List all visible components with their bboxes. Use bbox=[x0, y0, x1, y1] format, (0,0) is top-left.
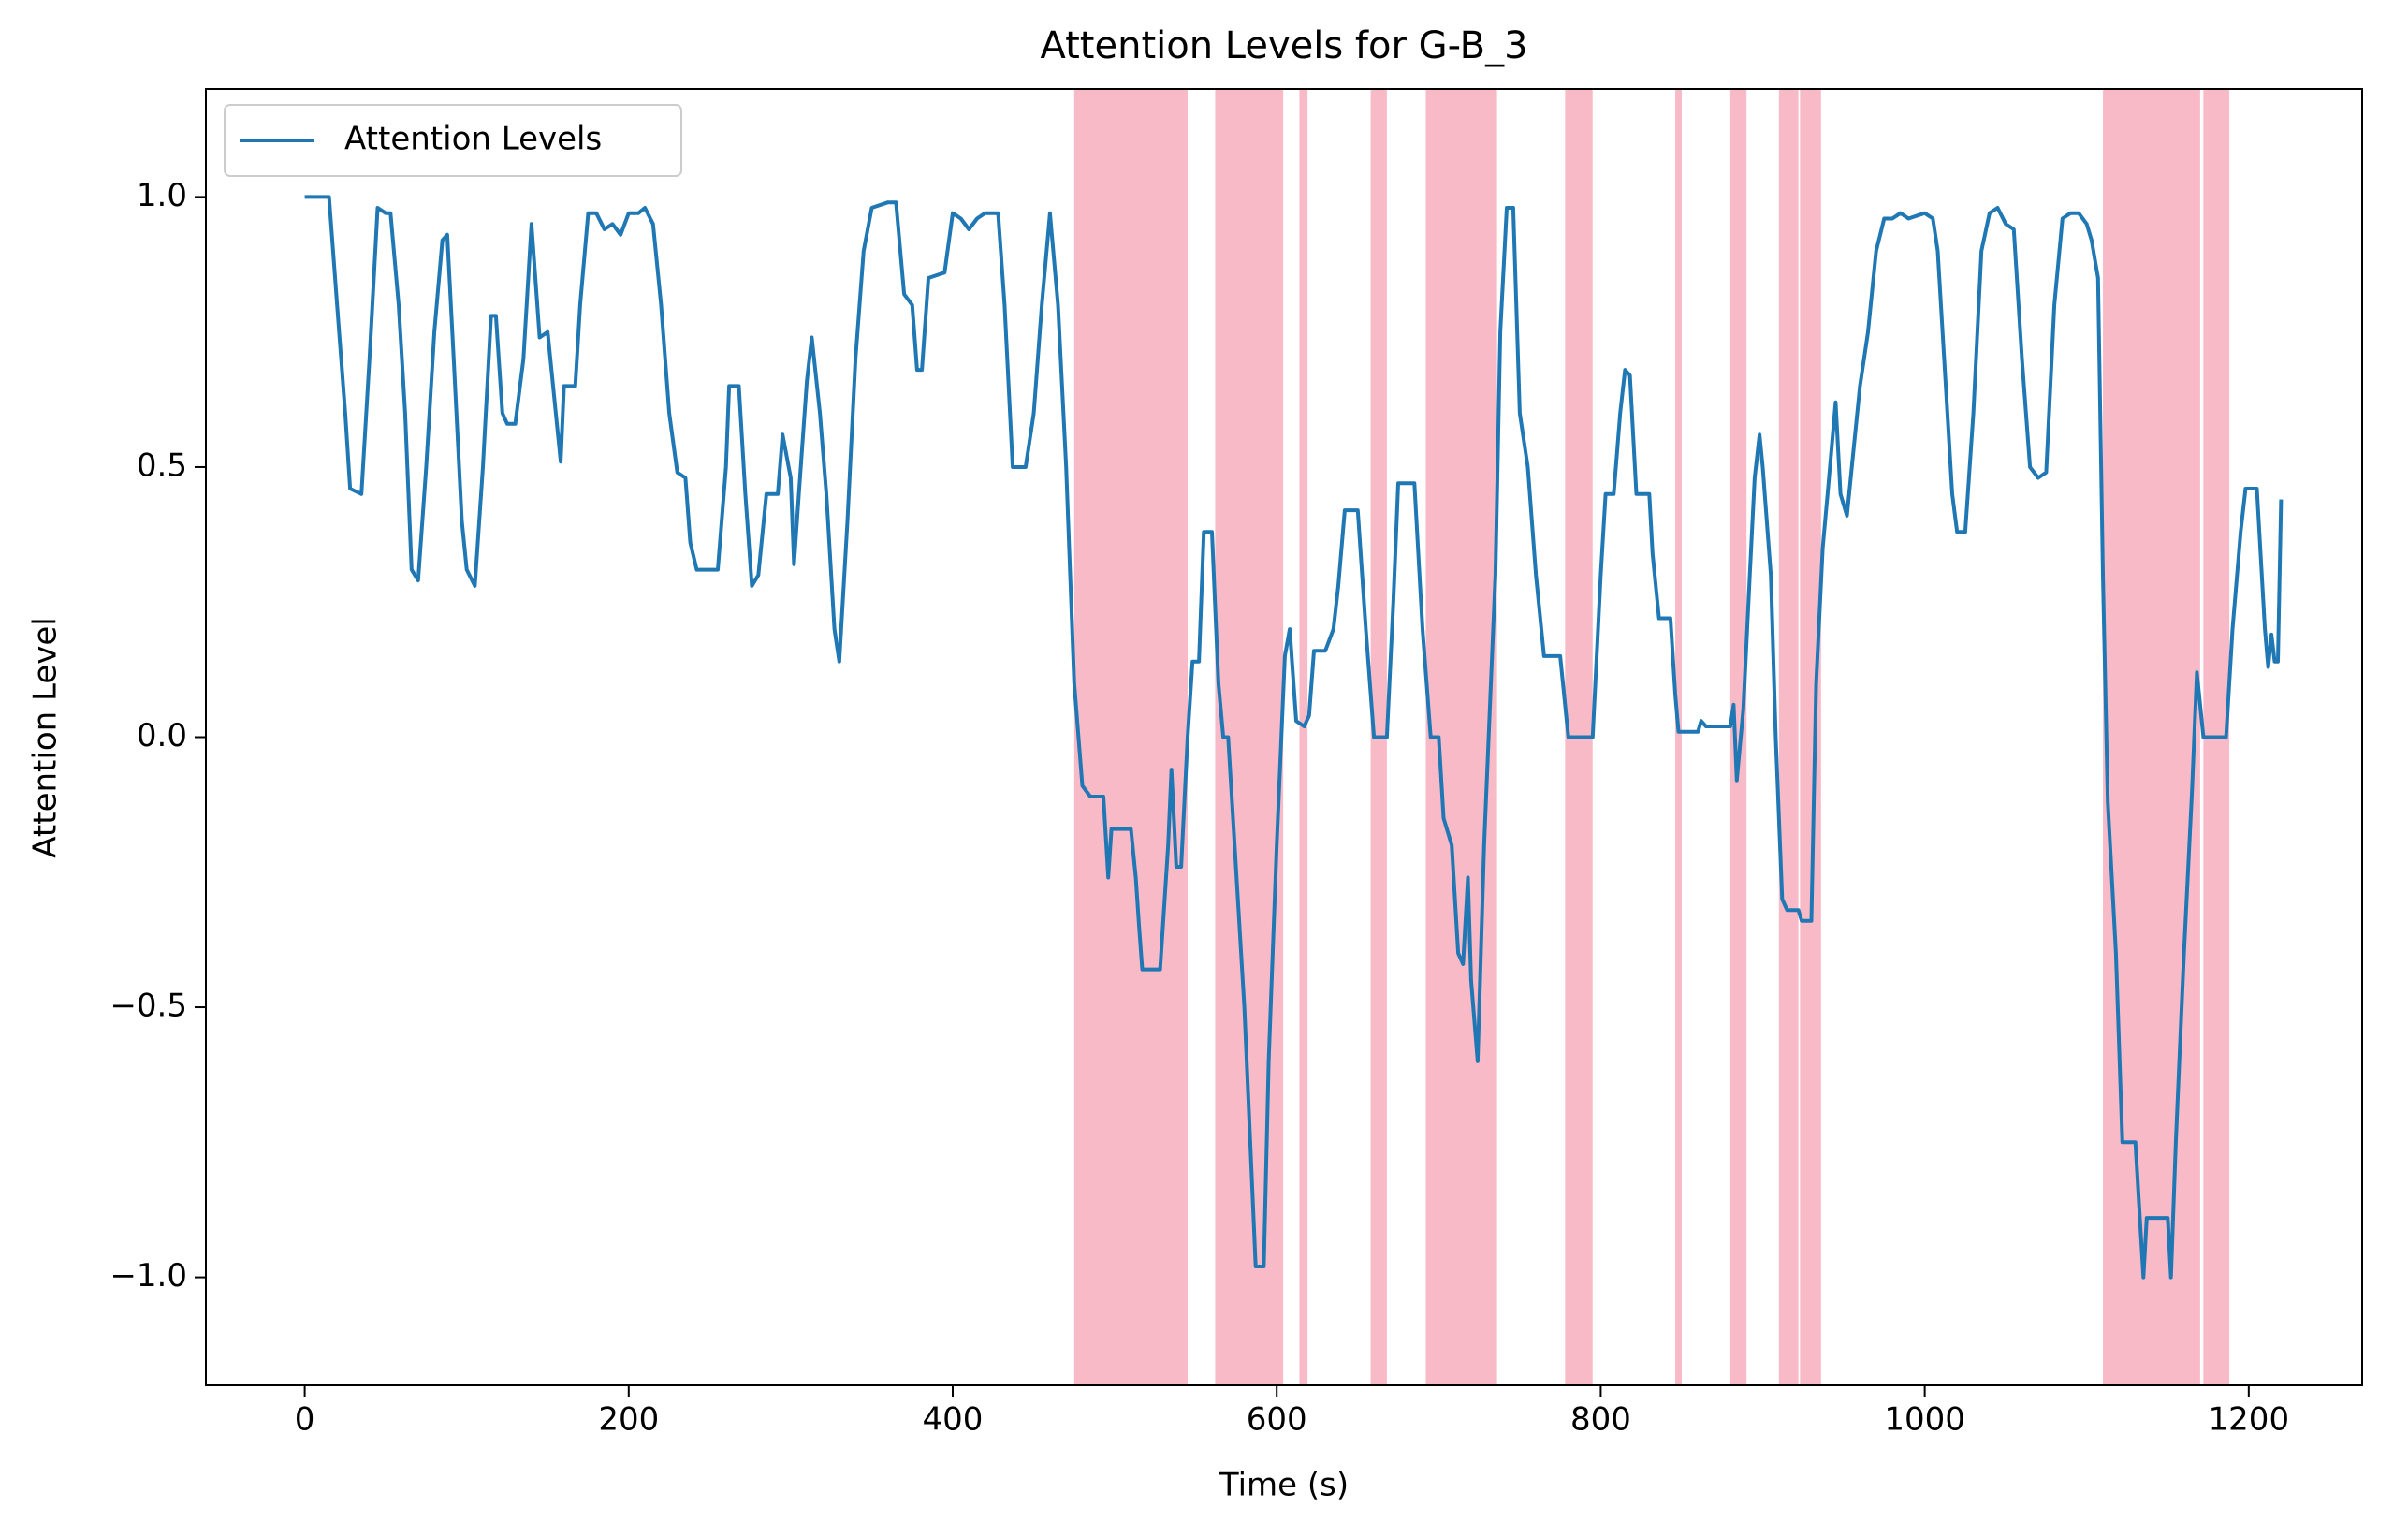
data-line bbox=[304, 195, 2284, 1280]
chart-title: Attention Levels for G-B_3 bbox=[1040, 24, 1527, 67]
legend-label: Attention Levels bbox=[344, 121, 602, 158]
x-axis-label: Time (s) bbox=[1219, 1467, 1349, 1504]
y-axis-label: Attention Level bbox=[27, 617, 65, 857]
x-tick-label: 200 bbox=[598, 1401, 659, 1439]
highlight-span bbox=[1675, 89, 1682, 1385]
x-tick-label: 800 bbox=[1570, 1401, 1631, 1439]
y-tick-label: 0.0 bbox=[137, 717, 187, 754]
x-tick-label: 1000 bbox=[1884, 1401, 1965, 1439]
highlight-span bbox=[1299, 89, 1308, 1385]
highlight-span bbox=[1729, 89, 1747, 1385]
x-tick-label: 1200 bbox=[2209, 1401, 2290, 1439]
plot-frame bbox=[205, 88, 2363, 1386]
y-tick-label: −0.5 bbox=[109, 988, 187, 1025]
y-tick-label: 0.5 bbox=[137, 446, 187, 484]
y-tick-label: 1.0 bbox=[137, 177, 187, 214]
highlight-span bbox=[1800, 89, 1821, 1385]
highlight-span bbox=[1073, 89, 1189, 1385]
x-tick-label: 600 bbox=[1247, 1401, 1307, 1439]
y-tick-label: −1.0 bbox=[109, 1257, 187, 1295]
highlight-span bbox=[1778, 89, 1799, 1385]
legend-box bbox=[224, 104, 682, 177]
highlight-span bbox=[2103, 89, 2200, 1385]
x-tick-label: 0 bbox=[295, 1401, 315, 1439]
x-tick-label: 400 bbox=[923, 1401, 984, 1439]
